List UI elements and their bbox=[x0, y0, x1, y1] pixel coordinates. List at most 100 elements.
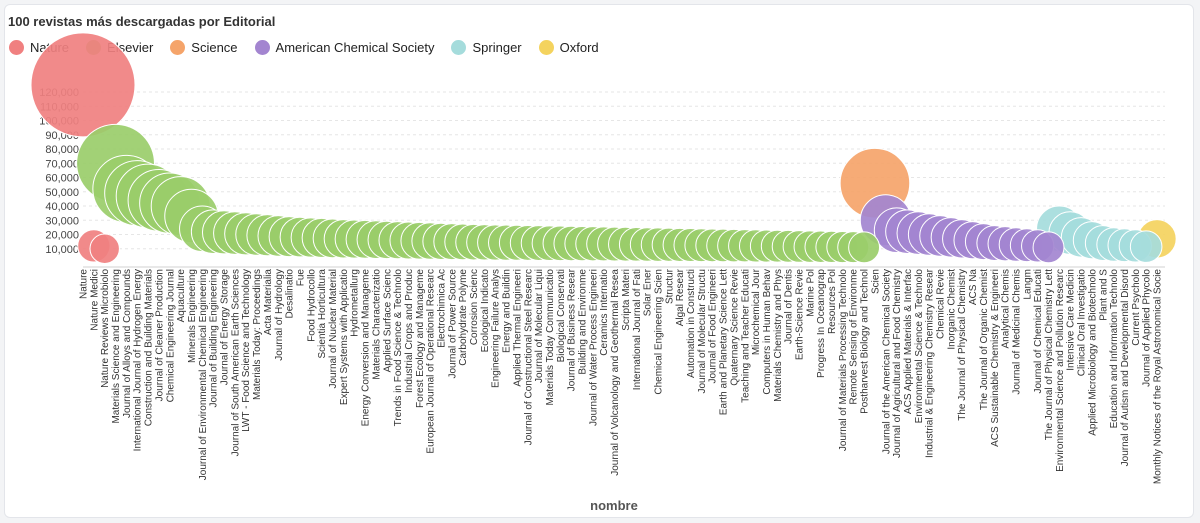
x-tick-label: Journal of Power Source bbox=[447, 269, 458, 379]
x-tick-label: Ceramics Internatio bbox=[599, 269, 610, 356]
legend-item-science[interactable]: Science bbox=[170, 39, 238, 55]
x-tick-label: The Journal of Physical Chemistry Lett bbox=[1044, 269, 1055, 440]
legend-swatch bbox=[9, 39, 24, 55]
x-tick-label: ACS Sustainable Chemistry & Engineeri bbox=[990, 269, 1001, 447]
x-tick-label: Food Hydrocollo bbox=[306, 269, 317, 342]
x-tick-label: Journal of Volcanology and Geothermal Re… bbox=[610, 269, 621, 476]
x-tick-label: The Journal of Physical Chemistry bbox=[957, 269, 968, 421]
x-tick-label: Quaternary Science Revie bbox=[729, 269, 740, 386]
legend-label: Oxford bbox=[559, 39, 599, 55]
x-tick-label: Nature bbox=[79, 269, 90, 299]
x-tick-label: Intensive Care Medicin bbox=[1066, 269, 1077, 371]
x-tick-label: Materials Today Communicatio bbox=[545, 269, 556, 406]
x-tick-label: Postharvest Biology and Technol bbox=[860, 269, 871, 414]
x-tick-label: Journal of Dentis bbox=[784, 269, 795, 344]
legend-item-springer[interactable]: Springer bbox=[451, 39, 522, 55]
x-tick-label: Journal of Chemical Educati bbox=[1033, 269, 1044, 394]
bubble-nature[interactable] bbox=[30, 32, 136, 138]
x-tick-label: Earth-Science Revie bbox=[795, 269, 806, 361]
x-tick-label: Journal of Molecular Liqui bbox=[534, 269, 545, 383]
legend-label: Science bbox=[191, 39, 238, 55]
x-tick-label: Nature Reviews Microbiolo bbox=[100, 269, 111, 388]
x-tick-label: Solar Ener bbox=[643, 268, 654, 316]
x-tick-label: Journal of Constructional Steel Researc bbox=[523, 269, 534, 445]
y-tick-label: 70,000 bbox=[45, 158, 79, 170]
x-tick-label: Construction and Building Materials bbox=[144, 269, 155, 426]
x-tick-label: Inorganic Chemist bbox=[946, 269, 957, 350]
y-tick-label: 80,000 bbox=[45, 144, 79, 156]
x-tick-label: Journal of Autism and Developmental Diso… bbox=[1120, 269, 1131, 466]
x-tick-label: Electrochimica Ac bbox=[437, 269, 448, 348]
x-tick-label: The Journal of Organic Chemist bbox=[979, 269, 990, 410]
x-tick-label: ACS Na bbox=[968, 269, 979, 306]
y-tick-label: 30,000 bbox=[45, 215, 79, 227]
x-tick-label: Journal of Applied Phycolo bbox=[1142, 269, 1153, 387]
x-tick-label: Carbohydrate Polyme bbox=[458, 269, 469, 366]
legend-item-oxford[interactable]: Oxford bbox=[538, 39, 599, 55]
x-tick-label: Minerals Engineering bbox=[187, 269, 198, 363]
y-tick-label: 10,000 bbox=[45, 244, 79, 256]
x-tick-label: Materials Today: Proceedings bbox=[252, 269, 263, 400]
legend-swatch bbox=[254, 39, 270, 55]
legend-swatch bbox=[170, 39, 186, 55]
x-tick-label: Chemical Engineering Scien bbox=[653, 269, 664, 395]
x-tick-label: Journal of Alloys and Compounds bbox=[122, 269, 133, 418]
x-tick-label: Applied Surface Scienc bbox=[382, 269, 393, 372]
x-tick-label: Materials Science and Engineering bbox=[111, 269, 122, 424]
x-tick-label: European Journal of Operational Researc bbox=[426, 269, 437, 454]
x-tick-label: Teaching and Teacher Educati bbox=[740, 269, 751, 403]
x-tick-label: Clinical Oral Investigatio bbox=[1077, 269, 1088, 377]
x-tick-label: Microchemical Jour bbox=[751, 268, 762, 355]
chart-title: 100 revistas más descargadas por Editori… bbox=[8, 14, 276, 29]
x-tick-label: Materials Characterizatio bbox=[371, 269, 382, 380]
x-tick-label: Energy Conversion and Manageme bbox=[361, 269, 372, 427]
legend-label: American Chemical Society bbox=[275, 39, 435, 55]
x-tick-label: Marine Pol bbox=[805, 269, 816, 317]
bubble-chart: 10,000 20,000 30,000 40,000 50,000 60,000 70,0… bbox=[30, 32, 1177, 513]
x-axis-title: nombre bbox=[590, 498, 638, 513]
bubble-the-journal-of-physical-chemistry-letters[interactable] bbox=[1032, 231, 1065, 264]
x-tick-label: Trends in Food Science & Technolo bbox=[393, 269, 404, 427]
legend-swatch bbox=[538, 39, 554, 55]
x-tick-label: Journal of Molecular Structu bbox=[697, 269, 708, 394]
x-tick-label: Journal of Agricultural and Food Chemist… bbox=[892, 269, 903, 458]
x-tick-label: Ecological Indicato bbox=[480, 269, 491, 353]
x-tick-label: Journal of South American Earth Sciences bbox=[230, 269, 241, 456]
x-tick-label: Resources Pol bbox=[827, 269, 838, 334]
x-tick-label: Plant and S bbox=[1098, 269, 1109, 321]
x-tick-label: Current Psycholo bbox=[1131, 269, 1142, 346]
x-tick-label: Journal of Building Engineering bbox=[209, 269, 220, 407]
x-tick-label: Education and Information Technolo bbox=[1109, 269, 1120, 429]
x-tick-label: Analytical Chemis bbox=[1001, 269, 1012, 348]
x-tick-label: Industrial Crops and Produc bbox=[404, 269, 415, 393]
x-tick-label: Earth and Planetary Science Lett bbox=[719, 269, 730, 415]
x-tick-label: Scripta Materi bbox=[621, 269, 632, 331]
x-tick-label: Expert Systems with Applicatio bbox=[339, 269, 350, 406]
x-tick-label: International Journal of Fati bbox=[632, 269, 643, 390]
x-tick-label: Journal of Nuclear Material bbox=[328, 269, 339, 389]
x-tick-label: Langm bbox=[1022, 269, 1033, 300]
x-tick-label: Journal of Energy Storage bbox=[220, 269, 231, 386]
y-tick-label: 20,000 bbox=[45, 230, 79, 242]
x-tick-label: Monthly Notices of the Royal Astronomica… bbox=[1153, 269, 1164, 485]
x-tick-label: Energy and Buildin bbox=[502, 269, 513, 353]
x-tick-label: Journal of the American Chemical Society bbox=[881, 269, 892, 454]
x-tick-label: Progress In Oceanograp bbox=[816, 269, 827, 378]
x-tick-label: Applied Microbiology and Biotechnolo bbox=[1087, 269, 1098, 436]
x-tick-label: Scientia Horticultura bbox=[317, 269, 328, 359]
x-tick-label: Computers in Human Behav bbox=[762, 269, 773, 395]
bubbles bbox=[30, 32, 1177, 264]
bubble-postharvest-biology-and-technology[interactable] bbox=[848, 231, 881, 264]
x-tick-label: Building and Environme bbox=[578, 269, 589, 375]
x-tick-label: Algal Resear bbox=[675, 268, 686, 326]
bubble-nature-reviews-microbiology[interactable] bbox=[89, 233, 120, 264]
x-tick-label: Journal of Water Process Engineeri bbox=[588, 269, 599, 426]
x-tick-label: Forest Ecology and Manageme bbox=[415, 269, 426, 408]
x-tick-label: Journal of Business Resear bbox=[567, 268, 578, 391]
x-tick-label: International Journal of Hydrogen Energy bbox=[133, 269, 144, 451]
x-tick-label: Biological Conservati bbox=[556, 269, 567, 362]
y-tick-label: 50,000 bbox=[45, 187, 79, 199]
x-tick-label: Hydrometallurg bbox=[350, 269, 361, 337]
bubble-journal-of-applied-phycology[interactable] bbox=[1129, 230, 1163, 263]
legend-item-american-chemical-society[interactable]: American Chemical Society bbox=[254, 39, 435, 55]
